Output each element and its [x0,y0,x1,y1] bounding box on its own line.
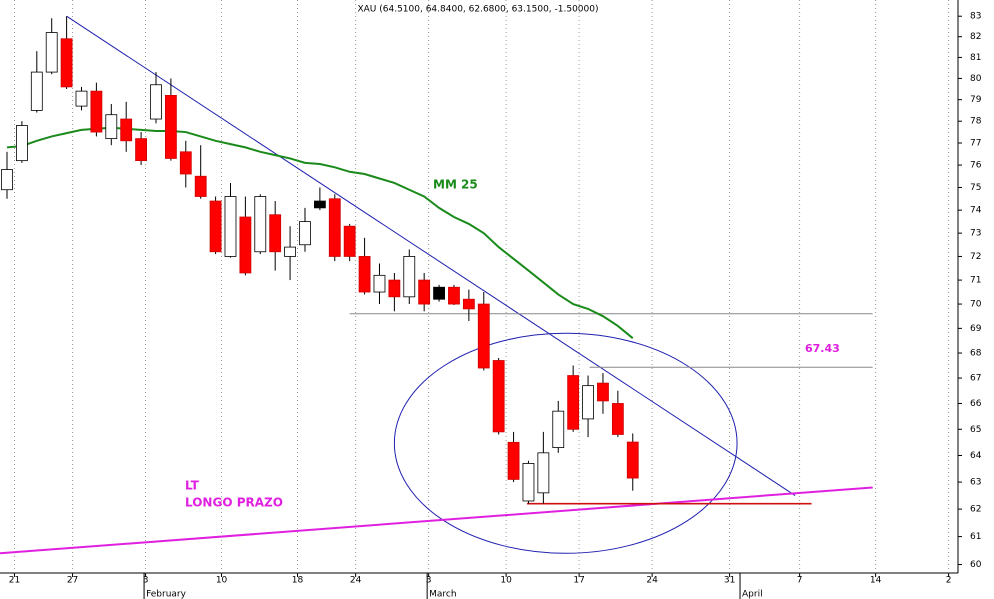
candle-body [75,90,88,107]
annotation: LONGO PRAZO [185,496,283,510]
candle-body [90,90,103,133]
x-tick-label: 18 [292,576,304,586]
annotation: LT [185,479,200,493]
candle-body [269,214,282,253]
month-label: February [146,590,187,599]
candle-body [567,375,580,430]
candle-body [522,463,535,502]
x-tick-label: 27 [67,576,78,586]
x-tick-label: 2 [946,576,952,586]
candle-body [284,246,296,257]
candle-body [179,151,192,175]
candle-body [135,138,147,162]
x-tick-label: 17 [573,576,584,586]
candle-body [358,256,371,293]
y-tick-label: 79 [970,95,982,105]
x-tick-label: 10 [216,576,228,586]
candle-body [30,71,43,111]
candle-body [1,169,13,191]
trend-line [66,15,796,496]
y-tick-label: 81 [970,53,981,63]
y-tick-label: 66 [970,399,982,409]
ma-label: MM 25 [433,178,478,192]
y-tick-label: 65 [970,425,981,435]
y-tick-label: 73 [970,229,981,239]
candle-body [626,441,639,479]
candle-body [194,175,207,197]
candle-body [433,286,445,300]
y-tick-label: 72 [970,252,981,262]
candle-body [45,32,58,73]
candle-body [105,114,118,140]
candle-body [611,403,624,435]
y-tick-label: 80 [970,74,982,84]
x-tick-label: 14 [870,576,882,586]
candle-body [60,38,73,88]
x-tick-label: 31 [724,576,735,586]
x-tick-label: 10 [500,576,512,586]
candle-body [448,286,460,305]
candle-body [582,385,594,420]
candle-body [120,118,133,142]
y-tick-label: 78 [970,117,982,127]
candle-body [507,441,520,480]
candle-body [477,303,490,369]
x-tick-label: 3 [143,576,149,586]
candle-body [164,94,177,159]
x-tick-label: 24 [350,576,362,586]
chart-title: XAU (64.5100, 64.8400, 62.6800, 63.1500,… [357,5,598,15]
y-tick-label: 62 [970,505,981,515]
level-label: 67.43 [805,342,840,355]
x-tick-label: 24 [646,576,658,586]
candle-body [343,225,356,257]
y-tick-label: 71 [970,276,981,286]
y-tick-label: 64 [970,451,982,461]
y-tick-label: 75 [970,183,981,193]
candle-body [254,196,267,253]
candle-body [388,279,401,298]
y-tick-label: 61 [970,532,981,542]
y-tick-label: 69 [970,324,982,334]
candle-body [537,452,550,494]
x-tick-label: 21 [9,576,20,586]
candle-body [224,196,237,257]
y-tick-label: 76 [970,161,982,171]
y-tick-label: 67 [970,374,981,384]
candle-body [462,298,475,310]
trend-line [0,486,873,555]
y-tick-label: 77 [970,139,981,149]
candle-body [150,84,162,120]
y-tick-label: 82 [970,32,981,42]
y-tick-label: 83 [970,12,981,22]
y-tick-label: 63 [970,478,981,488]
candle-body [552,410,565,448]
x-tick-label: 7 [797,576,803,586]
x-tick-label: 3 [426,576,432,586]
candle-body [299,221,311,246]
month-label: April [742,590,763,599]
y-tick-label: 70 [970,300,982,310]
candle-body [373,274,386,293]
candle-body [16,125,28,162]
ellipse [393,332,738,554]
candle-body [239,216,252,274]
y-tick-label: 60 [970,560,982,570]
candle-body [328,198,341,257]
y-tick-label: 74 [970,206,982,216]
y-tick-label: 68 [970,349,982,359]
month-label: March [429,590,456,599]
candle-body [209,200,222,253]
candle-body [492,360,505,433]
candle-body [313,200,326,209]
candle-body [418,279,431,305]
candle-body [597,382,609,402]
candle-body [403,256,416,298]
